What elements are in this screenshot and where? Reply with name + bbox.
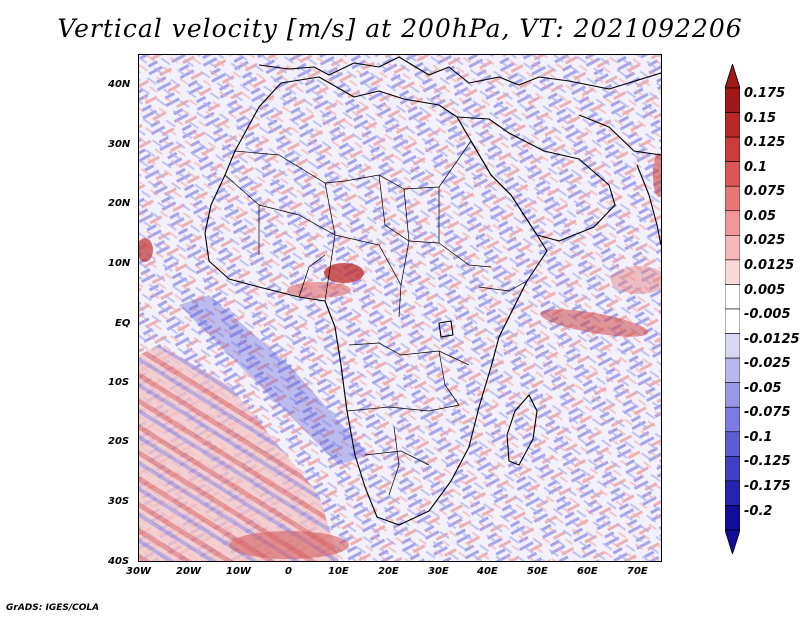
lon-label-30e: 30E bbox=[428, 566, 449, 577]
lat-label-eq: EQ bbox=[115, 318, 131, 329]
grads-credit: GrADS: IGES/COLA bbox=[6, 603, 100, 613]
lon-label-10e: 10E bbox=[328, 566, 349, 577]
colorbar-tick-label: -0.175 bbox=[744, 479, 791, 495]
colorbar-swatch bbox=[725, 406, 740, 433]
lon-label-50e: 50E bbox=[527, 566, 548, 577]
lat-label-20n: 20N bbox=[108, 198, 131, 209]
colorbar-swatch bbox=[725, 259, 740, 285]
colorbar-tick-label: 0.05 bbox=[744, 208, 777, 224]
colorbar-tick-label: -0.0125 bbox=[744, 331, 800, 347]
lat-label-40s: 40S bbox=[108, 556, 130, 567]
lat-label-30s: 30S bbox=[108, 496, 130, 507]
colorbar-tick-label: 0.0125 bbox=[744, 258, 795, 274]
colorbar-swatch bbox=[725, 456, 740, 482]
colorbar-tick-label: 0.125 bbox=[744, 135, 786, 151]
colorbar-swatch bbox=[725, 185, 740, 212]
lat-label-10n: 10N bbox=[108, 258, 131, 269]
colorbar-tick-label: -0.075 bbox=[744, 405, 791, 421]
colorbar-tick-label: 0.1 bbox=[744, 159, 768, 175]
vertical-velocity-map bbox=[138, 54, 662, 562]
colorbar-swatch bbox=[725, 480, 740, 506]
colorbar-swatch bbox=[725, 210, 740, 236]
colorbar-swatch bbox=[725, 161, 740, 187]
colorbar-swatch bbox=[725, 357, 740, 383]
colorbar-swatch bbox=[725, 333, 740, 359]
colorbar-tick-label: -0.025 bbox=[744, 356, 791, 372]
colorbar-swatch bbox=[725, 235, 740, 261]
lat-label-20s: 20S bbox=[108, 436, 130, 447]
colorbar-tick-label: 0.175 bbox=[744, 86, 786, 102]
colorbar-arrow-top bbox=[725, 64, 740, 89]
colorbar bbox=[725, 64, 740, 554]
colorbar-tick-label: -0.125 bbox=[744, 454, 791, 470]
lon-label-60e: 60E bbox=[577, 566, 598, 577]
lon-label-30w: 30W bbox=[126, 566, 151, 577]
lon-label-0: 0 bbox=[285, 566, 292, 577]
colorbar-swatch bbox=[725, 136, 740, 162]
colorbar-tick-label: 0.075 bbox=[744, 184, 786, 200]
colorbar-tick-label: -0.005 bbox=[744, 307, 791, 323]
lat-label-30n: 30N bbox=[108, 139, 131, 150]
colorbar-tick-label: 0.005 bbox=[744, 282, 786, 298]
colorbar-swatch bbox=[725, 431, 740, 457]
lon-label-40e: 40E bbox=[477, 566, 498, 577]
colorbar-tick-label: 0.15 bbox=[744, 110, 777, 126]
colorbar-swatch bbox=[725, 308, 740, 334]
colorbar-tick-label: -0.2 bbox=[744, 503, 773, 519]
colorbar-swatch bbox=[725, 505, 740, 531]
lat-label-10s: 10S bbox=[108, 377, 130, 388]
lon-label-20e: 20E bbox=[378, 566, 399, 577]
lat-label-40n: 40N bbox=[108, 79, 131, 90]
colorbar-swatch bbox=[725, 112, 740, 138]
colorbar-swatch bbox=[725, 382, 740, 408]
lon-label-70e: 70E bbox=[627, 566, 648, 577]
lon-label-20w: 20W bbox=[176, 566, 201, 577]
colorbar-swatch bbox=[725, 284, 740, 310]
colorbar-tick-label: -0.1 bbox=[744, 429, 773, 445]
lon-label-10w: 10W bbox=[226, 566, 251, 577]
colorbar-tick-label: 0.025 bbox=[744, 233, 786, 249]
colorbar-arrow-bottom bbox=[725, 529, 740, 554]
figure-title: Vertical velocity [m/s] at 200hPa, VT: 2… bbox=[57, 14, 743, 43]
colorbar-swatch bbox=[725, 87, 740, 113]
colorbar-tick-label: -0.05 bbox=[744, 380, 782, 396]
